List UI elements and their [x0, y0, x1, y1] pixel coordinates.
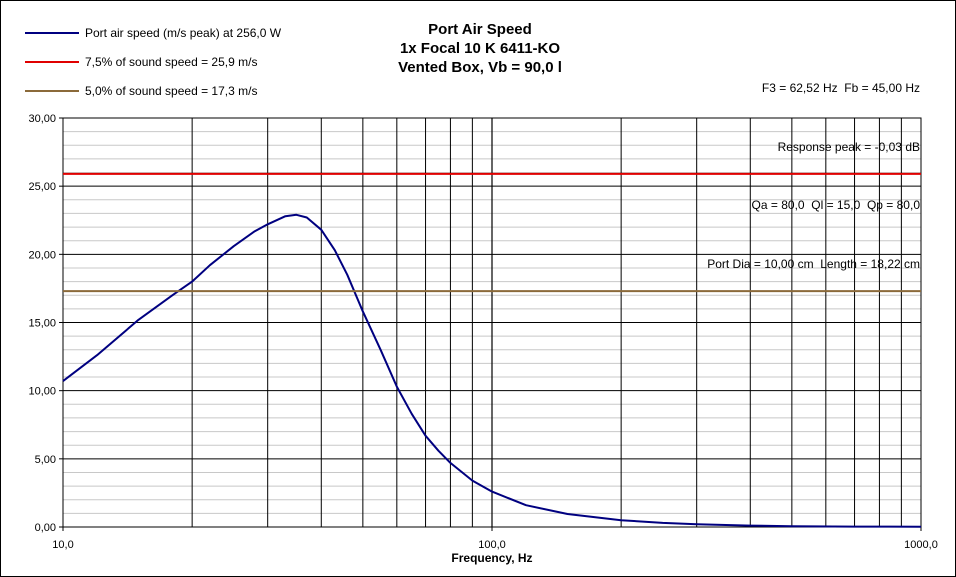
y-tick-label: 30,00	[28, 113, 56, 125]
y-tick-label: 20,00	[28, 249, 56, 261]
param-response-peak: Response peak = -0,03 dB	[777, 139, 920, 154]
chart-title-line-1: Port Air Speed	[428, 21, 532, 38]
x-axis-label: Frequency, Hz	[451, 551, 533, 565]
y-tick-label: 0,00	[35, 522, 56, 534]
chart-title-line-2: 1x Focal 10 K 6411-KO	[399, 40, 561, 57]
x-tick-label: 10,0	[52, 539, 73, 551]
chart-title-line-3: Vented Box, Vb = 90,0 l	[398, 59, 562, 76]
y-tick-label: 5,00	[35, 454, 56, 466]
y-tick-label: 25,00	[28, 181, 56, 193]
x-tick-label: 1000,0	[904, 539, 938, 551]
legend-label-5-0-percent: 5,0% of sound speed = 17,3 m/s	[85, 84, 258, 98]
legend-label-port-speed: Port air speed (m/s peak) at 256,0 W	[85, 26, 282, 40]
y-tick-label: 15,00	[28, 318, 56, 330]
x-tick-label: 100,0	[478, 539, 506, 551]
legend-swatch-5-0-percent	[25, 90, 79, 92]
param-f3-fb: F3 = 62,52 Hz Fb = 45,00 Hz	[761, 81, 920, 95]
legend-swatch-port-speed	[25, 32, 79, 34]
chart-title: Port Air Speed 1x Focal 10 K 6411-KO Ven…	[330, 20, 630, 77]
legend-label-7-5-percent: 7,5% of sound speed = 25,9 m/s	[85, 55, 258, 69]
y-tick-label: 10,00	[28, 386, 56, 398]
param-port-dimensions: Port Dia = 10,00 cm Length = 18,22 cm	[707, 256, 920, 271]
legend-swatch-7-5-percent	[25, 61, 79, 63]
parameter-panel: F3 = 62,52 Hz Fb = 45,00 Hz Response pea…	[707, 40, 920, 313]
param-q-values: Qa = 80,0 Ql = 15,0 Qp = 80,0	[751, 198, 920, 212]
series-port-air-speed	[62, 213, 922, 528]
